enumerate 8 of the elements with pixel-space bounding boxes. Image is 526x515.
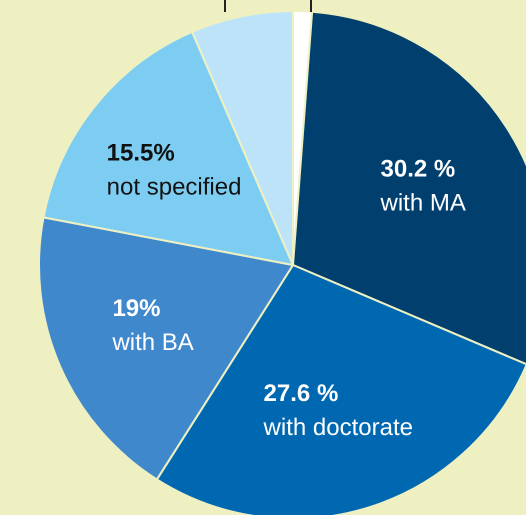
data-label: 27.6 %: [264, 380, 338, 408]
slice-label: with MA: [380, 189, 466, 216]
slice-label: with BA: [111, 329, 194, 356]
slice-label: not specified: [106, 173, 242, 200]
data-label: 30.2 %: [380, 155, 456, 182]
data-label: 19%: [112, 295, 160, 322]
slice-label: with doctorate: [262, 414, 413, 442]
data-label: 15.5%: [106, 139, 175, 166]
